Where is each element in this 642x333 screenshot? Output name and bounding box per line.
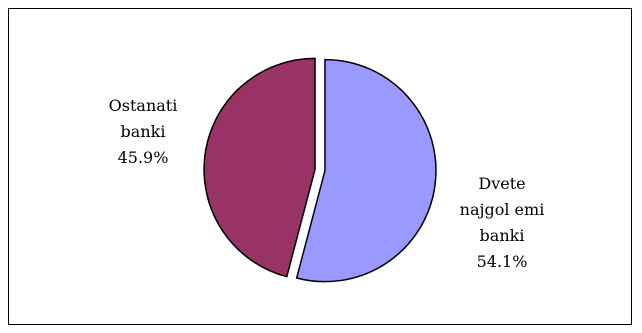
slice-1-label-line-2: najgol emi	[460, 200, 545, 219]
slice-1-value-label: 54.1%	[477, 252, 528, 271]
slice-2-value-label: 45.9%	[118, 148, 169, 167]
pie-slice-1	[295, 58, 437, 283]
pie-slice-2	[203, 57, 316, 278]
slice-1-label-line-3: banki	[480, 226, 525, 245]
slice-2-label-line-1: Ostanati	[109, 96, 178, 115]
pie-slices	[203, 57, 437, 283]
slice-2-label-line-2: banki	[121, 122, 166, 141]
slice-1-label-line-1: Dvete	[478, 174, 525, 193]
